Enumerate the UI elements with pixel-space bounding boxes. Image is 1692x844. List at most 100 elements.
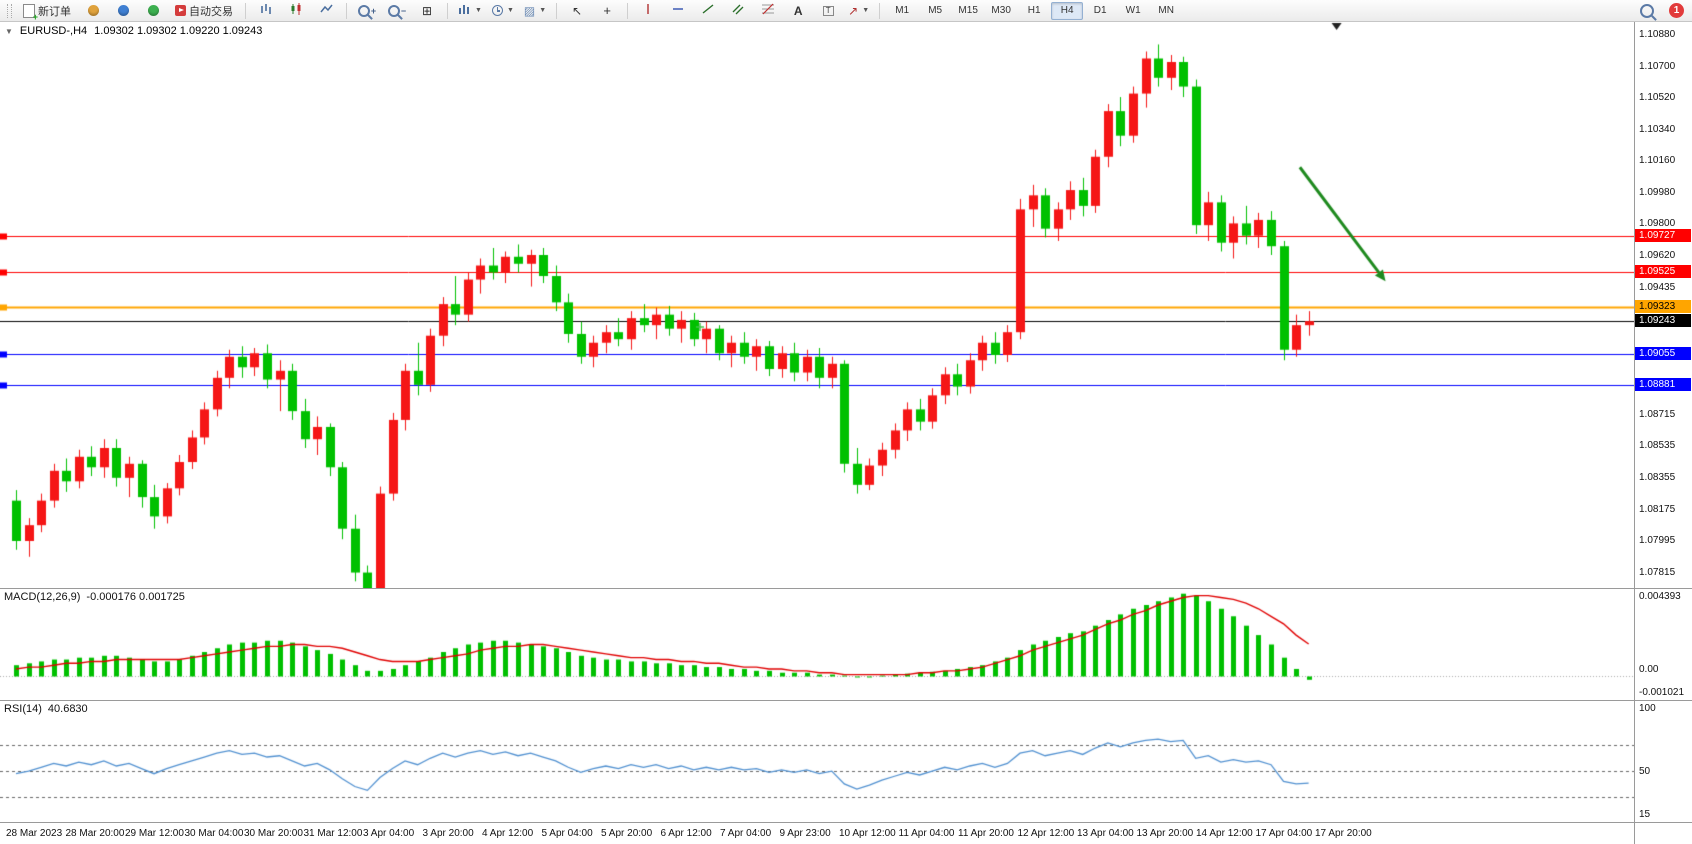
timeframe-button-H4[interactable]: H4 bbox=[1051, 1, 1084, 20]
new-chart-icon bbox=[458, 3, 471, 18]
main-chart-panel[interactable]: ▼ EURUSD-,H4 1.09302 1.09302 1.09220 1.0… bbox=[0, 22, 1634, 588]
trendline-icon bbox=[702, 3, 714, 18]
time-axis-label: 12 Apr 12:00 bbox=[1017, 828, 1075, 839]
timeframe-button-M5[interactable]: M5 bbox=[928, 5, 943, 16]
rsi-panel[interactable]: RSI(14) 40.6830 bbox=[0, 700, 1634, 822]
macd-scale-label: 0.00 bbox=[1639, 664, 1659, 676]
time-axis-label: 11 Apr 20:00 bbox=[958, 828, 1014, 839]
price-level-label: 1.09055 bbox=[1635, 347, 1691, 361]
chevron-down-icon: ▼ bbox=[506, 7, 514, 14]
notification-badge[interactable]: 1 bbox=[1669, 3, 1684, 18]
search-button[interactable] bbox=[1633, 1, 1661, 21]
horizontal-line-button[interactable] bbox=[664, 1, 692, 21]
timeframe-button-D1[interactable]: D1 bbox=[1093, 5, 1107, 16]
price-level-label: 1.09323 bbox=[1635, 300, 1691, 314]
time-axis-label: 13 Apr 20:00 bbox=[1136, 828, 1194, 839]
template-icon: ▨ bbox=[523, 3, 536, 18]
crosshair-icon: + bbox=[603, 3, 611, 18]
rsi-scale-label: 100 bbox=[1639, 703, 1656, 714]
tile-windows-icon: ⊞ bbox=[421, 3, 433, 18]
rsi-value: 40.6830 bbox=[47, 703, 88, 715]
macd-panel-label: MACD(12,26,9) -0.000176 0.001725 bbox=[4, 591, 185, 603]
time-axis-label: 28 Mar 20:00 bbox=[65, 828, 125, 839]
bar-chart-mode-button[interactable] bbox=[252, 1, 280, 21]
auto-trading-button[interactable]: 自动交易 bbox=[169, 1, 239, 21]
auto-trading-icon bbox=[175, 5, 186, 16]
rsi-axis[interactable]: 100 50 15 bbox=[1634, 700, 1692, 822]
market-button[interactable] bbox=[109, 1, 137, 21]
chevron-down-icon: ▼ bbox=[539, 7, 547, 14]
macd-scale-label: 0.004393 bbox=[1639, 591, 1681, 602]
vertical-line-icon bbox=[643, 3, 653, 18]
arrows-button[interactable]: ↗ ▼ bbox=[844, 1, 873, 21]
price-tick-label: 1.08175 bbox=[1639, 503, 1676, 515]
channel-button[interactable] bbox=[724, 1, 752, 21]
period-button[interactable]: ▼ bbox=[488, 1, 518, 21]
price-tick-label: 1.07995 bbox=[1639, 535, 1676, 547]
line-chart-mode-button[interactable] bbox=[312, 1, 340, 21]
price-tick-label: 1.07815 bbox=[1639, 566, 1676, 578]
time-axis-label: 6 Apr 12:00 bbox=[660, 828, 712, 839]
vertical-line-button[interactable] bbox=[634, 1, 662, 21]
fibonacci-icon bbox=[762, 3, 775, 18]
timeframe-button-W1[interactable]: W1 bbox=[1125, 5, 1141, 16]
cursor-button[interactable]: ↖ bbox=[563, 1, 591, 21]
bar-chart-icon bbox=[260, 3, 273, 18]
candlestick-mode-button[interactable] bbox=[282, 1, 310, 21]
price-tick-label: 1.09620 bbox=[1639, 249, 1676, 261]
zoom-out-button[interactable]: − bbox=[383, 1, 411, 21]
time-axis[interactable]: 28 Mar 2023 28 Mar 20:00 29 Mar 12:00 30 Ma… bbox=[0, 822, 1634, 844]
toolbar-separator bbox=[879, 2, 881, 19]
price-tick-label: 1.08355 bbox=[1639, 471, 1676, 483]
macd-panel[interactable]: MACD(12,26,9) -0.000176 0.001725 bbox=[0, 588, 1634, 700]
price-axis[interactable]: 1.10880 1.10700 1.10520 1.10340 1.10160 1.099… bbox=[1634, 22, 1692, 588]
toolbar-separator bbox=[245, 2, 246, 19]
time-axis-label: 28 Mar 2023 bbox=[6, 828, 63, 839]
mql5-button[interactable] bbox=[79, 1, 107, 21]
time-axis-label: 9 Apr 23:00 bbox=[779, 828, 831, 839]
macd-axis[interactable]: 0.004393 0.00 -0.001021 bbox=[1634, 588, 1692, 700]
price-tick-label: 1.10340 bbox=[1639, 123, 1676, 135]
macd-values: -0.000176 0.001725 bbox=[86, 591, 185, 603]
fibonacci-button[interactable] bbox=[754, 1, 782, 21]
macd-canvas[interactable] bbox=[0, 589, 1634, 700]
text-label-button[interactable]: T bbox=[814, 1, 842, 21]
price-level-label: 1.08881 bbox=[1635, 377, 1691, 391]
rsi-canvas[interactable] bbox=[0, 701, 1634, 822]
tile-windows-button[interactable]: ⊞ bbox=[413, 1, 441, 21]
template-button[interactable]: ▨ ▼ bbox=[520, 1, 550, 21]
current-price-label: 1.09243 bbox=[1635, 314, 1691, 328]
zoom-in-button[interactable]: + bbox=[353, 1, 381, 21]
time-axis-label: 3 Apr 04:00 bbox=[363, 828, 415, 839]
zoom-out-icon bbox=[387, 4, 400, 17]
toolbar-separator bbox=[447, 2, 448, 19]
price-tick-label: 1.10880 bbox=[1639, 28, 1676, 40]
timeframe-button-MN[interactable]: MN bbox=[1158, 5, 1174, 16]
main-chart-canvas[interactable] bbox=[0, 22, 1634, 588]
new-chart-button[interactable]: ▼ bbox=[454, 1, 486, 21]
toolbar-grip[interactable] bbox=[7, 3, 12, 18]
headset-icon bbox=[147, 5, 159, 16]
text-icon: A bbox=[793, 3, 803, 18]
new-order-label: 新订单 bbox=[38, 5, 71, 18]
timeframe-button-M30[interactable]: M30 bbox=[991, 5, 1011, 16]
timeframe-button-M1[interactable]: M1 bbox=[895, 5, 910, 16]
rsi-scale-label: 15 bbox=[1639, 809, 1651, 820]
time-axis-label: 31 Mar 12:00 bbox=[303, 828, 363, 839]
axis-corner bbox=[1634, 822, 1692, 844]
price-tick-label: 1.08535 bbox=[1639, 440, 1676, 452]
price-tick-label: 1.08715 bbox=[1639, 408, 1676, 420]
support-button[interactable] bbox=[139, 1, 167, 21]
candlestick-icon bbox=[290, 3, 303, 18]
trendline-button[interactable] bbox=[694, 1, 722, 21]
timeframe-button-H1[interactable]: H1 bbox=[1027, 5, 1041, 16]
arrow-symbol-icon: ↗ bbox=[848, 3, 859, 18]
crosshair-button[interactable]: + bbox=[593, 1, 621, 21]
text-button[interactable]: A bbox=[784, 1, 812, 21]
time-axis-label: 17 Apr 04:00 bbox=[1255, 828, 1313, 839]
macd-scale-label: -0.001021 bbox=[1639, 687, 1685, 698]
auto-trading-label: 自动交易 bbox=[189, 5, 233, 18]
collapse-triangle-icon[interactable]: ▼ bbox=[5, 26, 13, 36]
new-order-button[interactable]: 新订单 bbox=[17, 1, 77, 22]
timeframe-button-M15[interactable]: M15 bbox=[958, 5, 978, 16]
